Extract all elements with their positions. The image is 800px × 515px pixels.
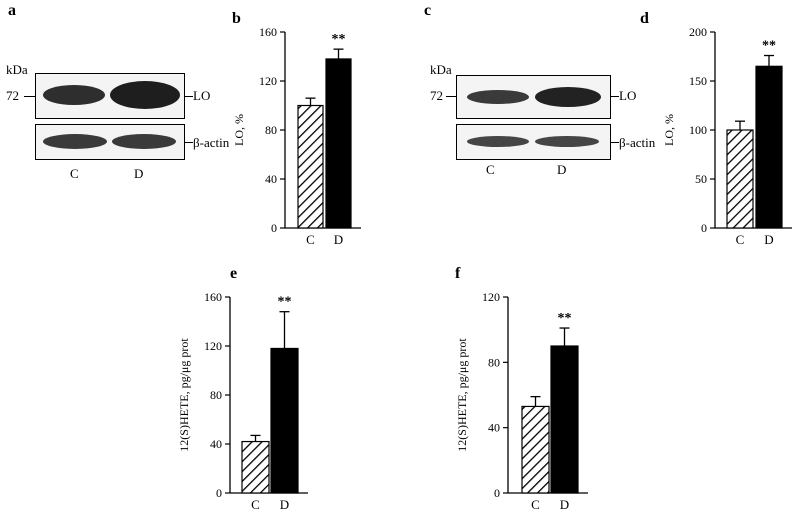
bar-f-C (521, 405, 550, 494)
significance-b: ** (332, 32, 346, 47)
y-tick-label-d: 100 (689, 123, 707, 137)
blot-a-actin-band-c (43, 134, 107, 149)
y-tick-label-b: 120 (259, 74, 277, 88)
blot-a-lo-label: LO (193, 88, 211, 103)
panel-letter-f: f (455, 265, 461, 282)
bar-f-D (550, 345, 579, 494)
blot-a-marker-tick (24, 96, 36, 98)
panel-letter-b: b (232, 10, 241, 27)
category-label-b-C: C (306, 232, 315, 247)
y-tick-label-b: 160 (259, 25, 277, 39)
category-label-e-D: D (280, 497, 289, 512)
category-label-d-D: D (764, 232, 773, 247)
y-axis-label-f: 12(S)HETE, pg/μg prot (455, 338, 469, 452)
chart-f: 0 40 80 120 12(S)HETE, pg/μg prot C D ** (455, 290, 588, 512)
y-tick-label-e: 160 (204, 290, 222, 304)
y-tick-label-e: 0 (216, 486, 222, 500)
y-tick-label-f: 120 (482, 290, 500, 304)
bar-e-D (270, 347, 299, 494)
blot-c-marker: 72 (430, 88, 443, 103)
category-label-e-C: C (251, 497, 260, 512)
blot-a-lo-tick (185, 96, 193, 98)
blot-c-actin-band-c (467, 136, 529, 147)
y-tick-label-b: 0 (271, 221, 277, 235)
blot-c-lane-d: D (557, 162, 567, 177)
y-tick-label-e: 80 (210, 388, 222, 402)
blot-a-lane-c: C (70, 166, 79, 181)
blot-c-lo-band-c (467, 90, 529, 104)
y-tick-label-f: 80 (488, 355, 500, 369)
y-tick-label-d: 0 (701, 221, 707, 235)
blot-c-actin-band-d (535, 136, 599, 147)
bar-d-D (755, 65, 783, 229)
chart-d: 0 50 100 150 200 LO, % C D ** (662, 25, 792, 247)
blot-a-actin-label: β-actin (193, 135, 230, 150)
blot-a-lane-d: D (134, 166, 144, 181)
blot-c-lane-c: C (486, 162, 495, 177)
blot-a-lo-band-d (110, 81, 180, 109)
blot-a-actin-membrane (35, 124, 185, 160)
blot-c-actin-tick (611, 142, 619, 144)
blot-a-actin-tick (185, 142, 193, 144)
blot-a-lo-band-c (43, 85, 105, 105)
y-tick-label-d: 150 (689, 74, 707, 88)
category-label-b-D: D (334, 232, 343, 247)
y-axis-label-e: 12(S)HETE, pg/μg prot (177, 338, 191, 452)
category-label-d-C: C (736, 232, 745, 247)
y-tick-label-f: 40 (488, 421, 500, 435)
significance-f: ** (558, 311, 572, 326)
bar-b-C (297, 104, 324, 229)
category-label-f-D: D (560, 497, 569, 512)
chart-e: 0 40 80 120 160 12(S)HETE, pg/μg prot C D ** (177, 290, 308, 512)
y-axis-label-d: LO, % (662, 114, 676, 146)
blot-c-lo-label: LO (619, 88, 637, 103)
y-tick-label-d: 200 (689, 25, 707, 39)
blot-c-unit: kDa (430, 62, 452, 77)
bar-b-D (325, 58, 352, 229)
y-axis-label-b: LO, % (232, 114, 246, 146)
y-tick-label-f: 0 (494, 486, 500, 500)
y-tick-label-e: 40 (210, 437, 222, 451)
y-tick-label-b: 40 (265, 172, 277, 186)
y-tick-label-d: 50 (695, 172, 707, 186)
blot-c-actin-label: β-actin (619, 135, 656, 150)
blot-c-lo-band-d (535, 87, 601, 107)
blot-a-unit: kDa (6, 62, 28, 77)
blot-a-lo-membrane (35, 73, 185, 119)
panel-letter-a: a (8, 2, 16, 19)
blot-a-marker: 72 (6, 88, 19, 103)
significance-d: ** (762, 39, 776, 54)
category-label-f-C: C (531, 497, 540, 512)
significance-e: ** (278, 295, 292, 310)
blot-a-actin-band-d (112, 134, 176, 149)
blot-c-actin-membrane (456, 124, 611, 160)
blot-c-lo-membrane (456, 75, 611, 119)
blot-c-marker-tick (446, 96, 458, 98)
chart-b: 0 40 80 120 160 LO, % C D ** (232, 25, 361, 247)
panel-letter-c: c (424, 2, 432, 19)
bar-d-C (726, 129, 754, 229)
panel-letter-e: e (230, 265, 238, 282)
panel-letter-d: d (640, 10, 649, 27)
y-tick-label-e: 120 (204, 339, 222, 353)
blot-c-lo-tick (611, 96, 619, 98)
y-tick-label-b: 80 (265, 123, 277, 137)
bar-e-C (241, 440, 270, 494)
